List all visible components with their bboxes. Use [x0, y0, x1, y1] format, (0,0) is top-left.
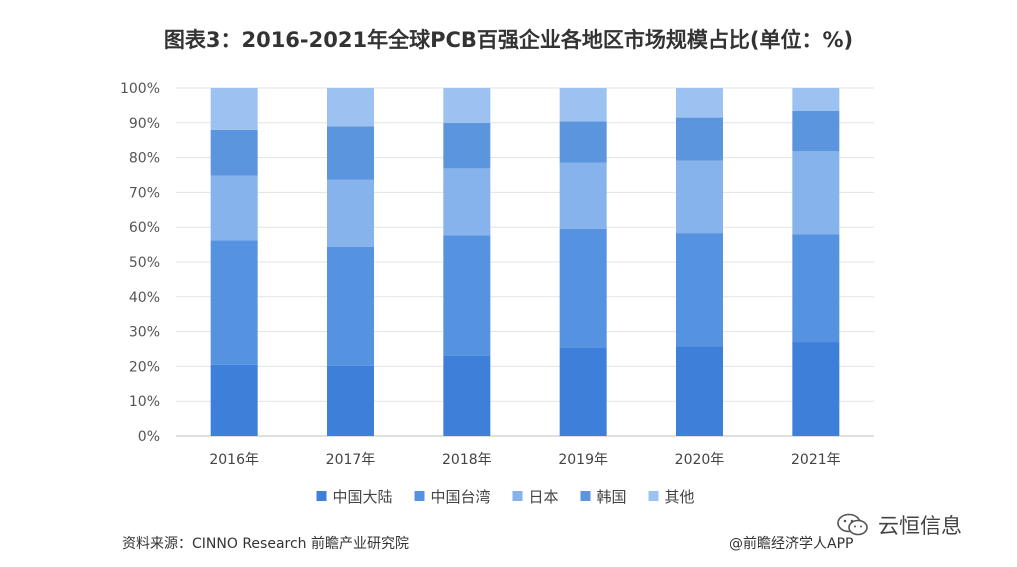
legend-label: 日本 [529, 488, 559, 506]
x-tick-label: 2017年 [326, 452, 376, 468]
bar-segment [443, 168, 491, 236]
bar-segment [443, 235, 491, 356]
y-tick-label: 80% [129, 151, 160, 167]
bar-segment [676, 88, 723, 118]
chart-title: 图表3：2016-2021年全球PCB百强企业各地区市场规模占比(单位：%) [163, 28, 854, 52]
legend-swatch [512, 491, 523, 501]
bar-segment [676, 117, 723, 161]
y-tick-label: 70% [129, 185, 160, 201]
y-tick-label: 60% [129, 220, 160, 236]
legend-item: 中国台湾 [414, 488, 491, 506]
legend-swatch [648, 491, 659, 501]
bar-segment [327, 88, 374, 127]
brand-label: 云恒信息 [878, 514, 962, 538]
bar-segment [210, 240, 258, 365]
x-tick-label: 2020年 [675, 452, 725, 468]
bar-segment [210, 364, 258, 436]
y-tick-label: 90% [129, 116, 160, 132]
source-note: 资料来源：CINNO Research 前瞻产业研究院 [122, 536, 409, 552]
bar-segment [676, 346, 723, 436]
y-tick-label: 0% [138, 429, 160, 445]
y-tick-label: 20% [129, 359, 160, 375]
bar-segment [210, 129, 258, 176]
legend-swatch [414, 491, 425, 501]
bar-segment [210, 175, 258, 241]
y-tick-label: 40% [129, 290, 160, 306]
wechat-icon [837, 513, 868, 536]
x-tick-label: 2018年 [442, 452, 492, 468]
legend-swatch [580, 491, 591, 501]
brand-badge: 云恒信息 [836, 510, 962, 540]
credit-note: @前瞻经济学人APP [729, 536, 854, 552]
bar-segment [559, 347, 607, 436]
bar-segment [559, 88, 607, 122]
legend-item: 韩国 [580, 488, 627, 506]
bar-segment [559, 162, 607, 229]
y-tick-label: 50% [129, 255, 160, 271]
legend-item: 日本 [512, 488, 559, 506]
y-tick-label: 100% [120, 81, 160, 97]
legend-item: 中国大陆 [316, 488, 393, 506]
bar-segment [792, 234, 840, 343]
x-tick-label: 2016年 [209, 452, 259, 468]
x-tick-label: 2019年 [558, 452, 608, 468]
bar-segment [792, 88, 840, 111]
bar-segment [327, 179, 374, 247]
bar-segment [792, 151, 840, 235]
y-tick-label: 10% [129, 394, 160, 410]
legend-item: 其他 [648, 488, 695, 506]
bar-segment [676, 160, 723, 234]
bar-segment [327, 365, 374, 436]
legend-label: 中国台湾 [431, 488, 491, 506]
bar-segment [210, 88, 258, 130]
bar-segment [559, 121, 607, 163]
legend-label: 中国大陆 [333, 488, 393, 506]
bar-segment [559, 228, 607, 348]
bar-segment [676, 233, 723, 347]
bar-segment [443, 88, 491, 123]
legend-label: 其他 [665, 488, 695, 506]
bar-segment [792, 110, 840, 152]
legend-swatch [316, 491, 327, 501]
bar-segment [792, 342, 840, 436]
bar-segment [443, 122, 491, 169]
bar-segment [327, 126, 374, 180]
bar-segment [443, 355, 491, 436]
x-tick-label: 2021年 [791, 452, 841, 468]
y-tick-label: 30% [129, 325, 160, 341]
legend-label: 韩国 [597, 488, 627, 506]
bar-segment [327, 246, 374, 366]
